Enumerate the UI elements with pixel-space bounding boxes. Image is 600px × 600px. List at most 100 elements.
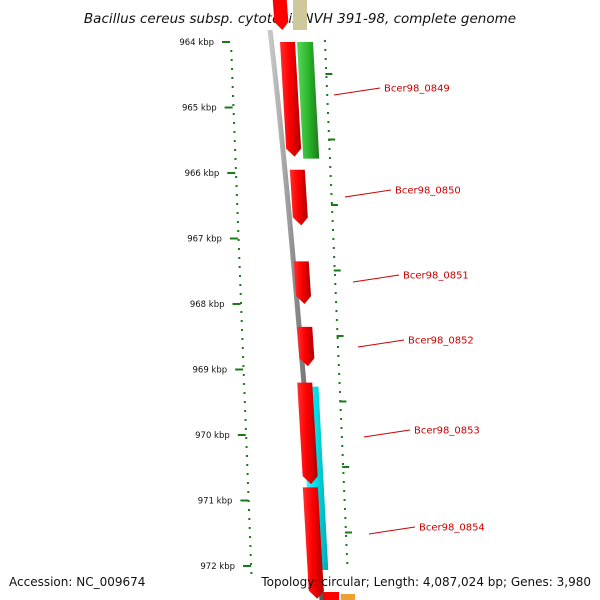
ruler-dot: [337, 364, 340, 366]
ruler-dot: [345, 535, 348, 537]
ruler-dot: [236, 221, 239, 223]
cds-arrow[interactable]: [297, 326, 315, 367]
ruler-dot: [249, 536, 252, 538]
ruler-dot: [341, 454, 344, 456]
ruler-dot: [243, 401, 246, 403]
gene-labels: Bcer98_0849 Bcer98_0850 Bcer98_0851 Bcer98_…: [333, 84, 485, 535]
ruler-dot: [234, 158, 237, 160]
topology-text: Topology: circular; Length: 4,087,024 bp…: [260, 575, 591, 589]
ruler-dot: [238, 266, 241, 268]
ruler-dot: [232, 95, 235, 97]
ruler-dot: [235, 194, 238, 196]
ruler-dot: [344, 526, 347, 528]
ruler-dot: [240, 302, 243, 304]
gene-label-bcer98_0852[interactable]: Bcer98_0852: [408, 336, 474, 347]
ruler-dot: [336, 337, 339, 339]
ruler-dot: [332, 229, 335, 231]
ruler-dot: [235, 176, 238, 178]
ruler-dot: [328, 148, 331, 150]
cds-arrow[interactable]: [280, 42, 302, 157]
ruler-dot: [238, 257, 241, 259]
ruler-dot: [240, 311, 243, 313]
ruler-dot: [247, 500, 250, 502]
ruler-dot: [333, 274, 336, 276]
cds-arrow[interactable]: [289, 169, 308, 226]
ruler-dot: [244, 428, 247, 430]
ruler-dot: [241, 347, 244, 349]
ruler-dot: [244, 410, 247, 412]
ruler-dot: [231, 77, 234, 79]
ruler-dot: [246, 464, 249, 466]
ruler-dot: [331, 211, 334, 213]
ruler-dot: [241, 338, 244, 340]
gene-bar-green[interactable]: [297, 42, 320, 159]
ruler-dot: [236, 212, 239, 214]
ruler-dot: [331, 220, 334, 222]
cds-arrow[interactable]: [297, 382, 318, 485]
ruler-dot: [326, 103, 329, 105]
ruler-dot: [230, 50, 233, 52]
gene-label-bcer98_0851[interactable]: Bcer98_0851: [403, 271, 469, 282]
ruler-dot: [337, 355, 340, 357]
ruler: 964 kbp 965 kbp 966 kbp 967 kbp 968 kbp 969 k…: [179, 38, 355, 599]
ruler-dot: [244, 419, 247, 421]
ruler-dot: [324, 49, 327, 51]
ruler-dot: [342, 472, 345, 474]
ruler-dot: [343, 499, 346, 501]
gene-label-bcer98_0854[interactable]: Bcer98_0854: [419, 523, 485, 534]
label-leader-line: [357, 339, 405, 348]
ruler-dot: [233, 140, 236, 142]
ruler-dot: [346, 562, 349, 564]
ruler-dot: [343, 490, 346, 492]
ruler-dot: [325, 85, 328, 87]
ruler-dot: [326, 94, 329, 96]
gene-label-bcer98_0853[interactable]: Bcer98_0853: [414, 426, 480, 437]
ruler-dot: [330, 184, 333, 186]
ruler-dot: [342, 481, 345, 483]
ruler-dot: [246, 482, 249, 484]
ruler-dot: [246, 473, 249, 475]
cds-arrow[interactable]: [272, 0, 289, 30]
ruler-dot: [323, 40, 326, 42]
ruler-dot: [248, 518, 251, 520]
ruler-dot: [241, 329, 244, 331]
ruler-dot: [341, 445, 344, 447]
ruler-dot: [335, 319, 338, 321]
ruler-dot: [342, 463, 345, 465]
ruler-dot: [248, 527, 251, 529]
gene-label-bcer98_0849[interactable]: Bcer98_0849: [384, 84, 450, 95]
ruler-dot: [335, 301, 338, 303]
cds-arrow[interactable]: [302, 487, 324, 599]
ruler-dot: [329, 175, 332, 177]
ruler-dot: [232, 104, 235, 106]
cds-arrow[interactable]: [293, 261, 312, 304]
ruler-dot: [234, 167, 237, 169]
ruler-dot: [250, 572, 253, 574]
ruler-dot: [340, 436, 343, 438]
ruler-tick-label: 968 kbp: [190, 300, 225, 310]
label-leader-line: [368, 526, 416, 535]
gene-label-bcer98_0850[interactable]: Bcer98_0850: [395, 186, 461, 197]
accession-text: Accession: NC_009674: [9, 575, 145, 589]
label-leader-line: [333, 87, 381, 96]
ruler-dot: [240, 320, 243, 322]
ruler-tick-label: 972 kbp: [200, 562, 235, 572]
ruler-dot: [233, 122, 236, 124]
ruler-dot: [236, 203, 239, 205]
ruler-dot: [329, 166, 332, 168]
ruler-dot: [232, 113, 235, 115]
ruler-tick-label: 966 kbp: [185, 169, 220, 179]
ruler-dot: [340, 418, 343, 420]
ruler-dot: [231, 68, 234, 70]
ruler-dot: [332, 238, 335, 240]
ruler-dot: [230, 59, 233, 61]
ruler-dot: [239, 284, 242, 286]
cds-bar-bottom: [323, 592, 339, 600]
ruler-dot: [243, 383, 246, 385]
ruler-dot: [233, 131, 236, 133]
ruler-tick-label: 967 kbp: [187, 235, 222, 245]
ruler-dot: [336, 328, 339, 330]
ruler-dot: [334, 292, 337, 294]
ruler-dot: [247, 491, 250, 493]
